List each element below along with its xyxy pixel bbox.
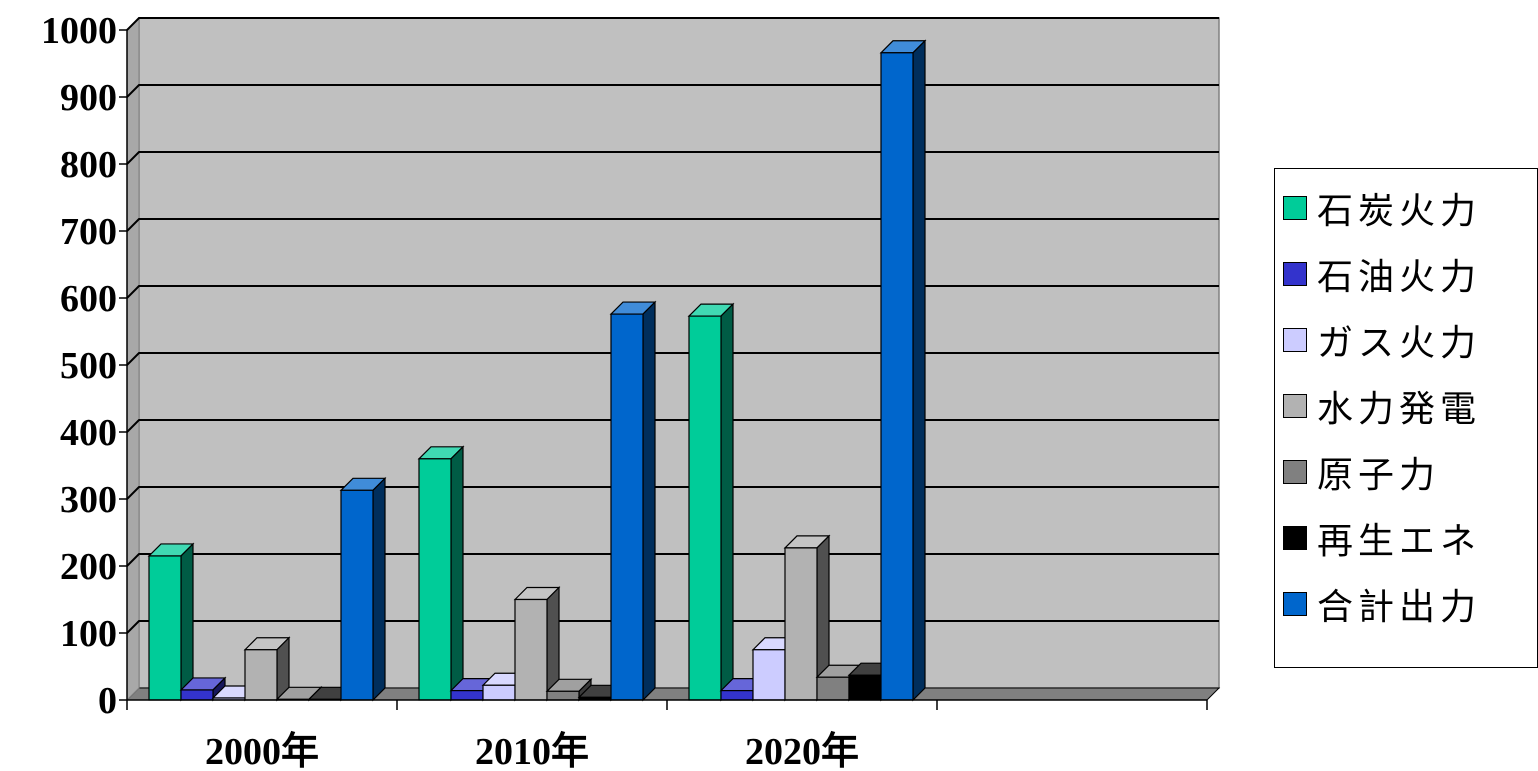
legend-item: 石炭火力 (1283, 185, 1482, 232)
legend-label: 水力発電 (1317, 389, 1482, 430)
gridlines (126, 17, 1219, 634)
legend-swatch (1283, 592, 1307, 616)
bar (687, 302, 735, 702)
y-tick-label: 1000 (41, 10, 117, 52)
bar (879, 39, 927, 702)
legend-label: 石炭火力 (1317, 191, 1482, 232)
gridline (126, 151, 1219, 165)
x-tick-label: 2000年 (205, 731, 319, 771)
legend-item: 石油火力 (1283, 251, 1482, 298)
bar (609, 300, 657, 702)
y-tick-label: 400 (60, 412, 117, 454)
y-axis-tick-labels: 0 100 200 300 400 500 600 700 800 900 1000 (41, 10, 117, 722)
legend-swatch (1283, 526, 1307, 550)
y-tick-label: 100 (60, 613, 117, 655)
x-axis-tick-labels: 2000年 2010年 2020年 (205, 731, 859, 771)
y-tick-label: 500 (60, 345, 117, 387)
bar (417, 445, 465, 702)
gridline (126, 218, 1219, 232)
bar (783, 534, 831, 702)
legend-label: ガス火力 (1317, 323, 1482, 364)
legend-item: 原子力 (1283, 449, 1441, 496)
y-tick-label: 300 (60, 479, 117, 521)
legend-label: 原子力 (1317, 455, 1441, 496)
plot-area (125, 16, 1221, 702)
legend-item: 水力発電 (1283, 383, 1482, 430)
legend-label: 再生エネ (1317, 521, 1482, 562)
y-tick-label: 0 (98, 680, 117, 722)
gridline (126, 285, 1219, 299)
gridline (126, 84, 1219, 98)
legend-item: 再生エネ (1283, 515, 1482, 562)
legend-swatch (1283, 262, 1307, 286)
gridline (126, 553, 1219, 567)
legend-label: 合計出力 (1317, 587, 1482, 628)
gridline (126, 352, 1219, 366)
gridline (126, 419, 1219, 433)
legend-label: 石油火力 (1317, 257, 1482, 298)
legend-item: 合計出力 (1283, 581, 1482, 628)
gridline (126, 17, 1219, 31)
y-tick-label: 900 (60, 77, 117, 119)
y-tick-label: 200 (60, 546, 117, 588)
bar (147, 542, 195, 702)
y-tick-label: 700 (60, 211, 117, 253)
legend: 石炭火力石油火力ガス火力水力発電原子力再生エネ合計出力 (1274, 168, 1538, 668)
gridline (126, 486, 1219, 500)
bar (243, 636, 291, 702)
gridline (126, 620, 1219, 634)
legend-swatch (1283, 460, 1307, 484)
legend-swatch (1283, 328, 1307, 352)
legend-swatch (1283, 196, 1307, 220)
bars (147, 39, 927, 702)
bar (513, 586, 561, 702)
x-tick-label: 2010年 (475, 731, 589, 771)
x-tick-label: 2020年 (745, 731, 859, 771)
legend-swatch (1283, 394, 1307, 418)
bar (339, 476, 387, 702)
legend-item: ガス火力 (1283, 317, 1482, 364)
axes (119, 29, 1208, 710)
y-tick-label: 800 (60, 144, 117, 186)
y-tick-label: 600 (60, 278, 117, 320)
